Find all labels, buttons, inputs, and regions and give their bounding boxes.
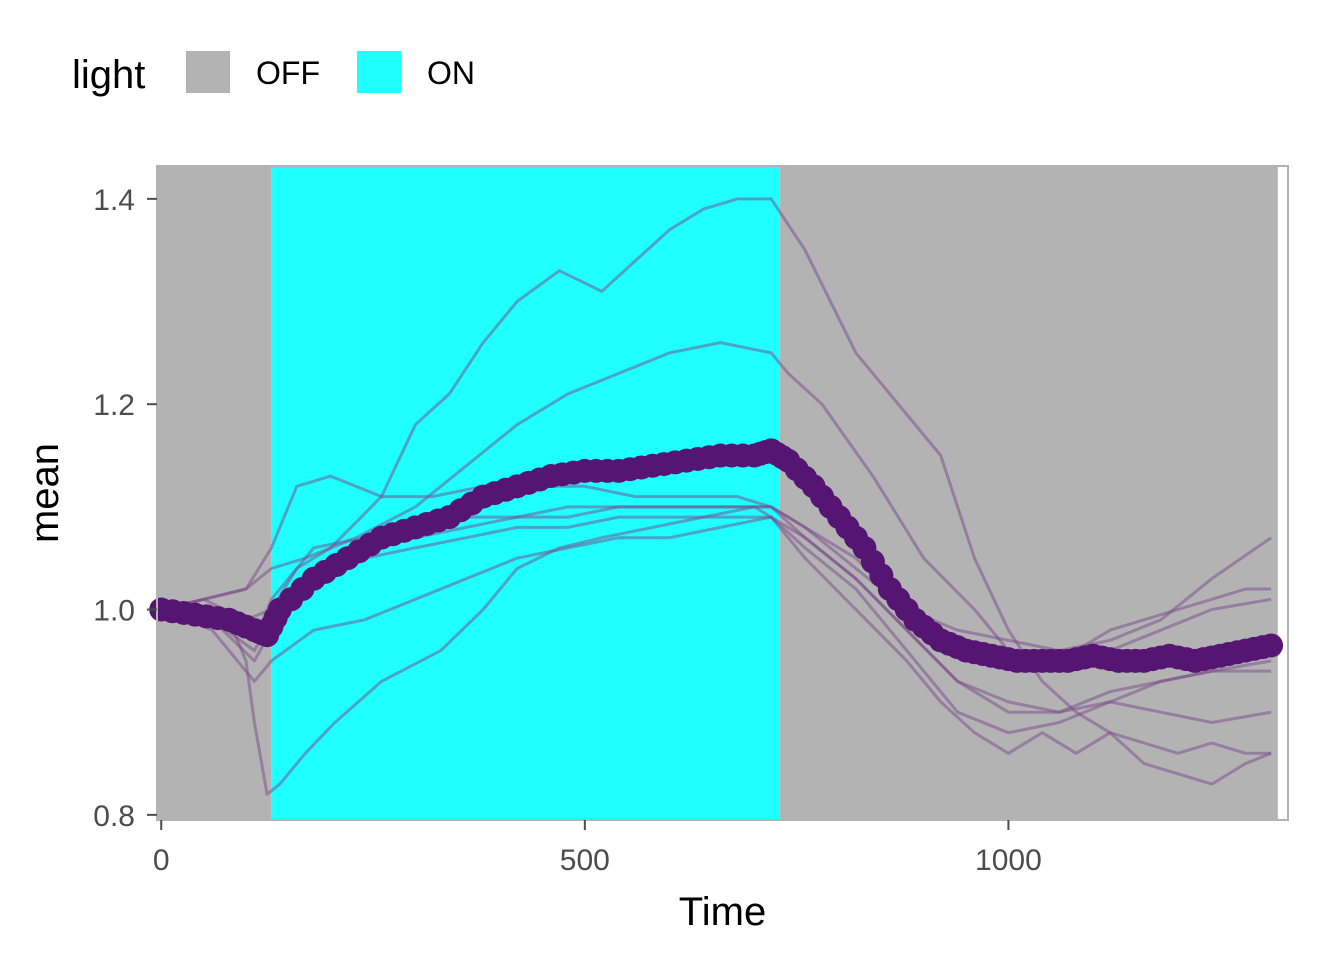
light-regions [157, 166, 1278, 820]
legend-key-off [186, 51, 230, 93]
individual-line-2 [160, 197, 1272, 755]
x-tick-label: 1000 [975, 844, 1042, 877]
legend-title: light [72, 53, 145, 97]
legend-entries: OFF ON [186, 51, 475, 93]
legend-key-on [357, 51, 401, 93]
y-axis: 0.8 1.0 1.2 1.4 [93, 184, 157, 833]
individual-line-3 [160, 341, 1272, 663]
mean-point [1259, 633, 1284, 658]
legend-label-off: OFF [256, 55, 320, 91]
mean-series [149, 438, 1284, 673]
x-axis-title: Time [679, 890, 766, 934]
x-axis: 0 500 1000 [153, 820, 1042, 877]
y-tick-label: 1.4 [93, 184, 135, 217]
legend: light OFF ON [72, 51, 475, 97]
panel-border [156, 165, 1289, 821]
y-axis-title: mean [23, 443, 67, 543]
x-tick-label: 0 [153, 844, 170, 877]
individual-line-1 [161, 505, 1272, 796]
individual-line-8 [160, 515, 1272, 714]
y-tick-label: 0.8 [93, 800, 135, 833]
y-tick-label: 1.2 [93, 389, 135, 422]
x-tick-label: 500 [560, 844, 610, 877]
y-tick-label: 1.0 [93, 595, 135, 628]
legend-label-on: ON [427, 55, 475, 91]
